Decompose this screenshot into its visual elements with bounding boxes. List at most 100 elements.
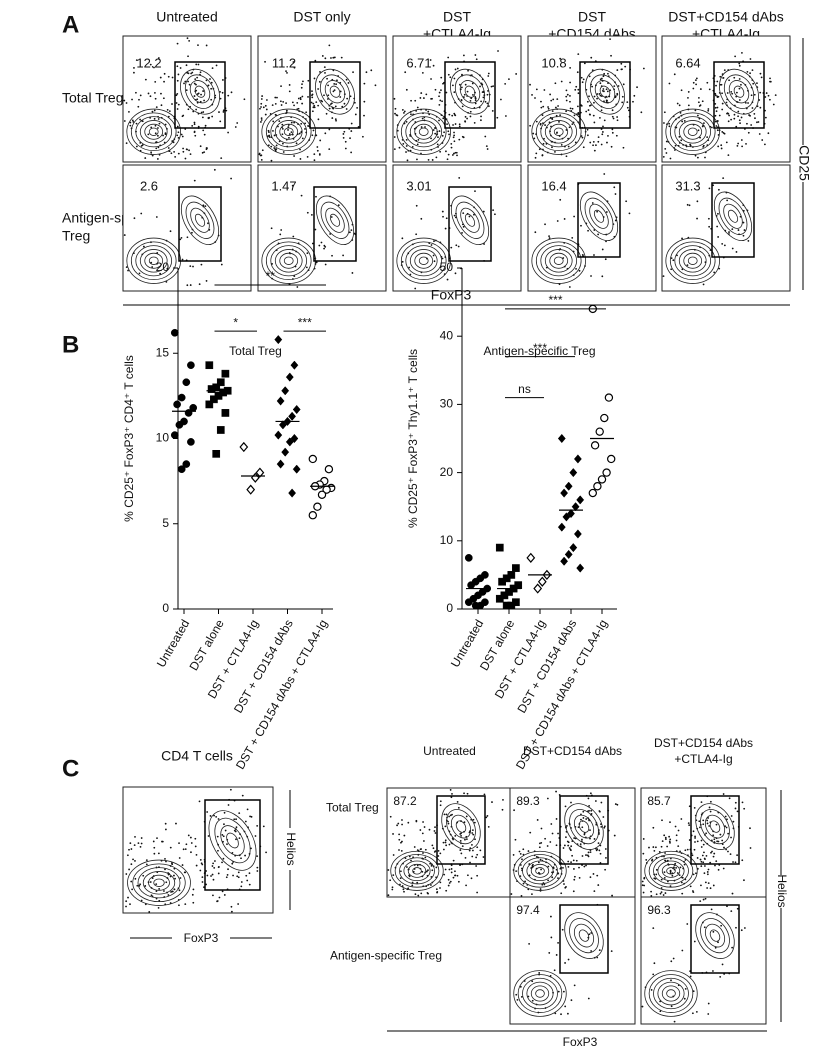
- event-dot: [721, 92, 723, 95]
- event-dot: [131, 98, 133, 101]
- event-dot: [547, 106, 549, 108]
- event-dot: [476, 874, 479, 877]
- event-dot: [221, 890, 224, 893]
- event-dot: [604, 868, 607, 871]
- event-dot: [548, 952, 551, 954]
- contour: [535, 989, 545, 998]
- contour: [569, 918, 599, 954]
- event-dot: [248, 872, 251, 875]
- event-dot: [483, 793, 486, 796]
- event-dot: [201, 876, 204, 879]
- event-dot: [538, 971, 541, 974]
- event-dot: [433, 851, 436, 853]
- event-dot: [342, 254, 344, 257]
- event-dot: [462, 212, 465, 215]
- event-dot: [716, 80, 719, 83]
- event-dot: [241, 794, 244, 797]
- event-dot: [681, 237, 683, 240]
- event-dot: [555, 844, 558, 847]
- event-dot: [133, 844, 136, 847]
- event-dot: [456, 67, 459, 70]
- event-dot: [433, 240, 435, 243]
- contour: [189, 80, 211, 104]
- event-dot: [419, 829, 422, 831]
- gate-percent: 2.6: [140, 178, 158, 193]
- contour: [220, 825, 245, 856]
- event-dot: [415, 204, 418, 207]
- event-dot: [727, 850, 729, 853]
- event-dot: [471, 82, 474, 85]
- event-dot: [230, 910, 233, 913]
- event-dot: [706, 887, 709, 889]
- event-dot: [191, 231, 193, 234]
- gate: [559, 904, 609, 974]
- event-dot: [163, 80, 165, 83]
- event-dot: [652, 846, 655, 848]
- event-dot: [728, 231, 730, 233]
- event-dot: [550, 823, 553, 825]
- contour: [412, 867, 422, 875]
- event-dot: [179, 877, 182, 879]
- event-dot: [215, 64, 218, 67]
- contour: [319, 74, 351, 109]
- event-dot: [222, 111, 225, 113]
- event-dot: [712, 855, 715, 858]
- event-dot: [534, 156, 537, 159]
- event-dot: [319, 71, 321, 73]
- event-dot: [220, 263, 223, 266]
- event-dot: [135, 91, 137, 94]
- event-dot: [153, 109, 156, 112]
- contour: [578, 820, 590, 833]
- event-dot: [334, 118, 337, 121]
- event-dot: [156, 134, 159, 137]
- event-dot: [605, 856, 607, 859]
- event-dot: [246, 808, 249, 811]
- event-dot: [424, 848, 427, 851]
- event-dot: [743, 927, 746, 929]
- event-dot: [437, 136, 439, 139]
- data-point: [290, 360, 299, 370]
- contour: [666, 867, 676, 875]
- data-point: [324, 464, 334, 474]
- event-dot: [577, 826, 580, 829]
- event-dot: [123, 99, 126, 102]
- event-dot: [597, 884, 600, 886]
- event-dot: [710, 908, 713, 911]
- event-dot: [129, 124, 132, 127]
- event-dot: [606, 141, 608, 144]
- event-dot: [203, 133, 206, 136]
- contour: [657, 860, 685, 882]
- contour: [666, 989, 676, 998]
- event-dot: [501, 808, 504, 811]
- event-dot: [664, 859, 667, 862]
- event-dot: [540, 827, 543, 830]
- contour: [407, 863, 427, 878]
- data-point: [569, 543, 578, 553]
- event-dot: [674, 144, 677, 147]
- event-dot: [318, 153, 321, 156]
- event-dot: [240, 885, 243, 888]
- event-dot: [313, 104, 316, 107]
- event-dot: [422, 840, 425, 842]
- event-dot: [464, 83, 467, 86]
- event-dot: [515, 870, 518, 873]
- event-dot: [173, 888, 176, 891]
- event-dot: [348, 231, 351, 234]
- event-dot: [593, 101, 595, 104]
- event-dot: [655, 893, 658, 896]
- event-dot: [205, 280, 208, 282]
- event-dot: [324, 57, 327, 60]
- event-dot: [320, 99, 323, 102]
- event-dot: [751, 69, 754, 71]
- event-dot: [317, 88, 320, 90]
- y-tick-label: 40: [440, 328, 454, 342]
- event-dot: [170, 152, 173, 155]
- event-dot: [140, 899, 143, 902]
- event-dot: [724, 815, 727, 818]
- event-dot: [323, 247, 325, 250]
- event-dot: [417, 138, 420, 141]
- contour: [517, 974, 563, 1013]
- gate: [204, 799, 261, 891]
- event-dot: [563, 218, 566, 220]
